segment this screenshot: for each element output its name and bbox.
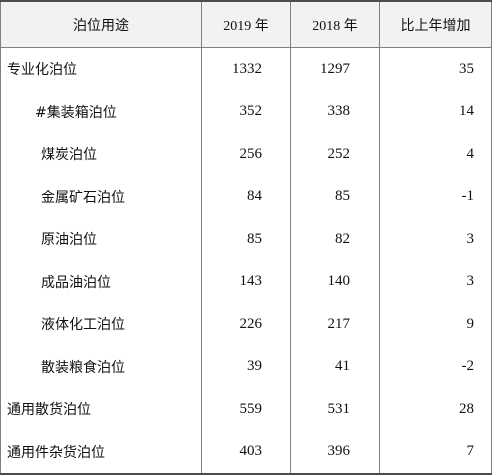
row-value-2018: 531: [290, 388, 380, 431]
row-value-increase: -1: [379, 175, 492, 218]
table-row: 液体化工泊位 226 217 9: [0, 303, 492, 346]
table-row: #集装箱泊位 352 338 14: [0, 90, 492, 133]
row-value-2018: 252: [290, 133, 380, 176]
row-value-2018: 41: [290, 345, 380, 388]
header-berth-usage: 泊位用途: [0, 0, 202, 48]
table-row: 原油泊位 85 82 3: [0, 218, 492, 261]
table-row: 通用散货泊位 559 531 28: [0, 388, 492, 431]
row-berth-name: 液体化工泊位: [0, 303, 202, 346]
header-year-2018: 2018 年: [290, 0, 380, 48]
table-body: 专业化泊位 1332 1297 35 #集装箱泊位 352 338 14 煤炭泊…: [0, 47, 492, 475]
row-berth-name: 通用件杂货泊位: [0, 430, 202, 475]
header-year-2019: 2019 年: [201, 0, 291, 48]
row-value-2019: 256: [201, 133, 291, 176]
row-value-2019: 226: [201, 303, 291, 346]
row-value-2019: 85: [201, 218, 291, 261]
row-value-increase: 7: [379, 430, 492, 475]
row-berth-name: 原油泊位: [0, 218, 202, 261]
row-value-2019: 352: [201, 90, 291, 133]
row-berth-name: 金属矿石泊位: [0, 175, 202, 218]
row-berth-name: 成品油泊位: [0, 260, 202, 303]
row-berth-name: 专业化泊位: [0, 47, 202, 91]
row-value-2018: 82: [290, 218, 380, 261]
table-row: 通用件杂货泊位 403 396 7: [0, 430, 492, 475]
header-increase: 比上年增加: [379, 0, 492, 48]
table-row: 专业化泊位 1332 1297 35: [0, 47, 492, 91]
table-row: 成品油泊位 143 140 3: [0, 260, 492, 303]
row-berth-name: 通用散货泊位: [0, 388, 202, 431]
row-value-2018: 85: [290, 175, 380, 218]
row-berth-name: 煤炭泊位: [0, 133, 202, 176]
row-value-2018: 217: [290, 303, 380, 346]
row-value-increase: 35: [379, 47, 492, 91]
row-value-2019: 84: [201, 175, 291, 218]
table-row: 金属矿石泊位 84 85 -1: [0, 175, 492, 218]
row-value-increase: 28: [379, 388, 492, 431]
row-value-2019: 403: [201, 430, 291, 475]
row-value-2019: 39: [201, 345, 291, 388]
row-value-increase: 9: [379, 303, 492, 346]
table-row: 煤炭泊位 256 252 4: [0, 133, 492, 176]
row-berth-name: #集装箱泊位: [0, 90, 202, 133]
row-value-2019: 559: [201, 388, 291, 431]
header-row: 泊位用途 2019 年 2018 年 比上年增加: [0, 0, 492, 48]
row-value-2018: 396: [290, 430, 380, 475]
row-value-2019: 1332: [201, 47, 291, 91]
table-header: 泊位用途 2019 年 2018 年 比上年增加: [0, 0, 492, 48]
row-value-increase: 3: [379, 218, 492, 261]
row-value-increase: 3: [379, 260, 492, 303]
table-row: 散装粮食泊位 39 41 -2: [0, 345, 492, 388]
row-value-increase: 4: [379, 133, 492, 176]
row-berth-name: 散装粮食泊位: [0, 345, 202, 388]
row-value-increase: -2: [379, 345, 492, 388]
row-value-2018: 140: [290, 260, 380, 303]
row-value-2019: 143: [201, 260, 291, 303]
row-value-2018: 338: [290, 90, 380, 133]
row-value-increase: 14: [379, 90, 492, 133]
row-value-2018: 1297: [290, 47, 380, 91]
